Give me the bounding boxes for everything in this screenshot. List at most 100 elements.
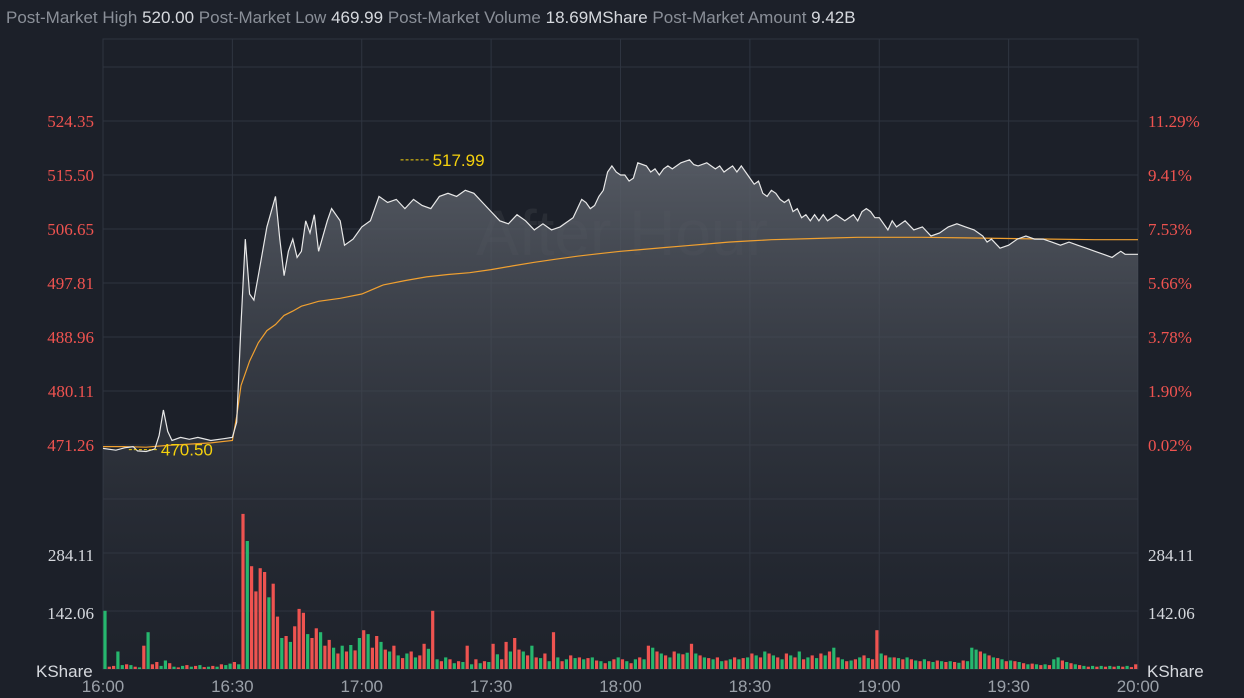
volume-bar <box>715 657 719 669</box>
volume-bar <box>129 665 133 669</box>
volume-bar <box>133 666 137 669</box>
volume-bar <box>284 636 288 669</box>
volume-bar <box>564 659 568 669</box>
volume-bar <box>771 655 775 669</box>
volume-bar <box>470 664 474 669</box>
volume-bar <box>392 645 396 669</box>
price-line[interactable] <box>102 159 1138 453</box>
price-tick-label: 506.65 <box>47 220 94 239</box>
volume-bar <box>314 628 318 669</box>
volume-bar <box>1000 659 1004 669</box>
volume-bar <box>409 651 413 669</box>
volume-bar <box>526 655 530 669</box>
volume-bar <box>224 665 228 669</box>
volume-bar <box>901 659 905 669</box>
volume-bar <box>1056 657 1060 669</box>
volume-bar <box>832 647 836 669</box>
volume-bar <box>789 655 793 669</box>
volume-bar <box>961 660 965 669</box>
percent-tick-label: 9.41% <box>1148 166 1192 185</box>
volume-bar <box>845 661 849 669</box>
volume-bar <box>547 661 551 669</box>
volume-bar <box>776 657 780 669</box>
percent-tick-label: 1.90% <box>1148 382 1192 401</box>
volume-bar <box>681 654 685 669</box>
volume-bar <box>1091 665 1095 669</box>
volume-bar <box>1069 663 1073 669</box>
volume-bar <box>931 662 935 669</box>
volume-bar <box>172 666 176 669</box>
volume-bar <box>733 657 737 669</box>
volume-bar <box>310 638 314 669</box>
volume-bars <box>103 513 1138 669</box>
volume-bar <box>504 641 508 669</box>
time-tick-label: 18:30 <box>729 677 772 696</box>
price-tick-label: 524.35 <box>47 112 94 131</box>
volume-bar <box>1112 666 1116 669</box>
volume-bar <box>767 653 771 669</box>
volume-bar <box>327 639 331 669</box>
price-area-fill <box>103 159 1138 670</box>
volume-bar <box>211 665 215 669</box>
volume-bar <box>694 653 698 669</box>
volume-bar <box>336 653 340 669</box>
volume-bar <box>1017 662 1021 669</box>
volume-bar <box>228 663 232 669</box>
volume-bar <box>495 654 499 669</box>
time-tick-label: 16:30 <box>211 677 254 696</box>
price-tick-label: 480.11 <box>48 382 94 401</box>
volume-bar <box>1039 665 1043 669</box>
volume-bar <box>357 638 361 669</box>
price-annotations: 517.99 470.50 <box>128 151 485 460</box>
volume-bar <box>629 663 633 669</box>
volume-bar <box>487 662 491 669</box>
volume-bar <box>758 657 763 669</box>
time-tick-label: 20:00 <box>1117 677 1160 696</box>
volume-bar <box>275 616 280 669</box>
post-market-stats: Post-Market High 520.00 Post-Market Low … <box>6 6 856 30</box>
volume-bar <box>573 658 577 669</box>
volume-bar <box>836 657 840 669</box>
volume-bar <box>306 634 310 669</box>
volume-bar <box>163 660 167 669</box>
volume-bar <box>388 651 392 669</box>
volume-tick-label: 142.06 <box>1148 604 1195 623</box>
volume-bar <box>616 657 620 669</box>
volume-bar <box>112 665 116 669</box>
volume-bar <box>815 658 819 669</box>
volume-bar <box>1009 660 1013 669</box>
volume-bar <box>603 663 607 669</box>
volume-bar <box>280 638 284 669</box>
volume-bar <box>379 641 383 669</box>
volume-bar <box>646 645 650 669</box>
volume-bar <box>219 664 223 669</box>
volume-bar <box>176 667 180 669</box>
volume-bar <box>375 636 379 669</box>
volume-bar <box>918 661 922 669</box>
volume-bar <box>685 652 689 669</box>
volume-bar <box>711 659 715 669</box>
volume-bar <box>940 661 944 669</box>
volume-bar <box>383 649 387 669</box>
stat-label-high: Post-Market High <box>6 8 138 27</box>
volume-bar <box>1073 664 1077 669</box>
price-tick-label: 471.26 <box>47 436 94 455</box>
volume-bar <box>137 667 142 669</box>
volume-bar <box>1095 666 1099 669</box>
percent-tick-label: 11.29% <box>1148 112 1200 131</box>
volume-bar <box>720 661 724 669</box>
volume-bar <box>664 655 668 669</box>
time-tick-label: 16:00 <box>82 677 125 696</box>
volume-unit-right: KShare <box>1147 662 1204 681</box>
volume-bar <box>370 647 374 669</box>
volume-bar <box>974 649 978 669</box>
volume-bar <box>168 663 172 669</box>
volume-bar <box>1022 663 1026 669</box>
volume-bar <box>323 645 327 669</box>
volume-bar <box>198 665 202 669</box>
average-price-line <box>103 236 1138 448</box>
volume-bar <box>1047 665 1051 669</box>
volume-bar <box>517 649 521 669</box>
volume-tick-label: 142.06 <box>47 604 94 623</box>
